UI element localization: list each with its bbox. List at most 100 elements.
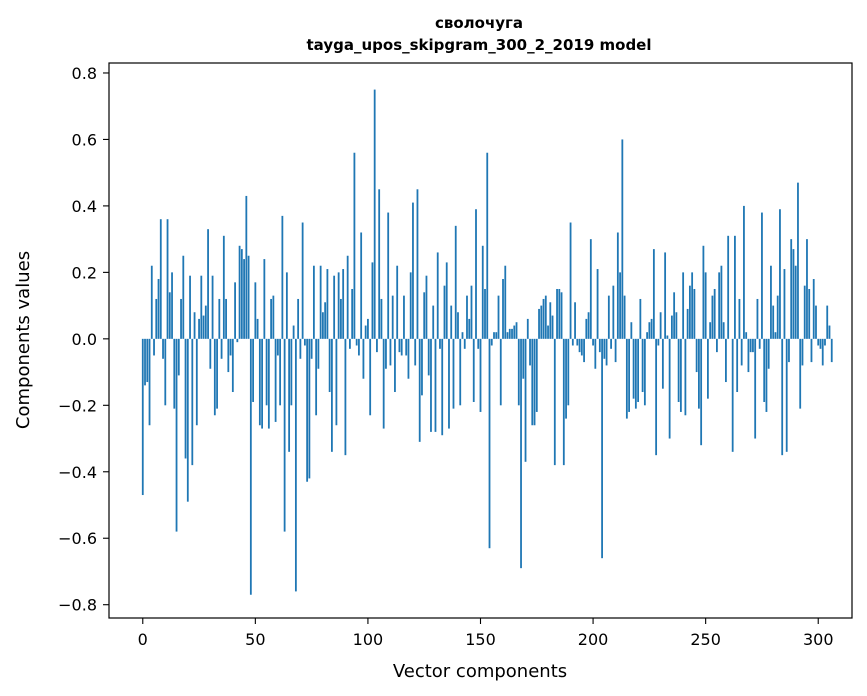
bar (731, 338, 734, 452)
bar (355, 338, 358, 346)
bar (405, 338, 408, 356)
bar (799, 338, 802, 409)
bar (682, 272, 685, 339)
bar (594, 338, 597, 369)
bar (551, 315, 554, 339)
title-group: сволочуга tayga_upos_skipgram_300_2_2019… (307, 14, 652, 54)
bar (785, 338, 788, 452)
bar (558, 288, 561, 339)
bar (513, 325, 516, 339)
bar (337, 272, 340, 339)
bar (299, 338, 302, 359)
bar (583, 338, 585, 363)
bar (574, 302, 576, 339)
bar (256, 318, 259, 339)
bar (321, 312, 324, 339)
bar (479, 338, 482, 412)
bar (247, 255, 250, 339)
bar (310, 338, 313, 359)
y-tick-label: 0.8 (72, 64, 97, 83)
bar (815, 305, 817, 339)
bar (517, 338, 520, 406)
bar (630, 322, 633, 339)
bar (488, 338, 491, 549)
bar (466, 295, 468, 339)
y-tick-label: −0.8 (58, 596, 97, 615)
bar (391, 295, 394, 339)
bar (166, 219, 169, 339)
bar (261, 338, 263, 429)
bar (450, 305, 453, 339)
bar (421, 338, 423, 396)
bar (664, 252, 667, 339)
bar (614, 338, 617, 363)
bar (567, 338, 570, 406)
bar (288, 338, 291, 452)
bar (472, 338, 475, 402)
bar (225, 298, 227, 339)
bar (376, 338, 378, 353)
bar (531, 338, 534, 426)
bar (589, 239, 592, 339)
bar (752, 338, 754, 353)
bar (578, 338, 581, 353)
bar (691, 272, 694, 339)
bar (382, 338, 385, 429)
bar (497, 295, 500, 339)
bar (346, 255, 349, 339)
bar (661, 338, 664, 389)
bar (436, 252, 439, 339)
bar (285, 272, 288, 339)
y-tick-label: −0.6 (58, 529, 97, 548)
bar (222, 235, 225, 339)
bar (319, 265, 322, 339)
bar (394, 338, 396, 393)
x-tick-label: 150 (465, 630, 496, 649)
bar (686, 308, 689, 339)
bar (333, 275, 336, 339)
bar (677, 338, 680, 402)
bar (150, 265, 153, 339)
bar (157, 279, 160, 339)
bar (198, 318, 200, 339)
bar (727, 235, 730, 339)
bar (553, 338, 556, 466)
bar (709, 322, 712, 339)
bar (538, 308, 540, 339)
bar (657, 338, 660, 346)
y-axis-ticks: −0.8 −0.6 −0.4 −0.2 0.0 0.2 0.4 0.6 0.8 (58, 64, 109, 615)
bar (279, 338, 282, 406)
y-tick-label: 0.4 (72, 197, 97, 216)
bar (725, 338, 727, 383)
bar (803, 285, 806, 339)
chart-subtitle: tayga_upos_skipgram_300_2_2019 model (307, 36, 652, 54)
bar (283, 338, 286, 532)
bar (398, 338, 401, 353)
bar (461, 332, 464, 339)
bar (155, 298, 158, 339)
bar (652, 249, 655, 339)
bar (625, 338, 628, 419)
bar (209, 338, 212, 369)
bar (526, 318, 529, 339)
bar (168, 292, 171, 339)
bar (216, 338, 218, 409)
bar (707, 338, 709, 399)
bar (641, 338, 644, 393)
bar (263, 259, 266, 339)
bar (547, 325, 549, 339)
bar (254, 282, 257, 339)
bar (240, 249, 243, 339)
bar (378, 189, 381, 339)
bar (529, 338, 531, 366)
bar (601, 338, 603, 559)
bar (720, 265, 723, 339)
bar (520, 338, 522, 569)
bar (659, 312, 662, 339)
bar (702, 245, 705, 339)
bar (301, 222, 304, 339)
bar (812, 279, 815, 339)
bar (186, 338, 189, 502)
bar (468, 318, 471, 339)
bar (767, 338, 770, 369)
